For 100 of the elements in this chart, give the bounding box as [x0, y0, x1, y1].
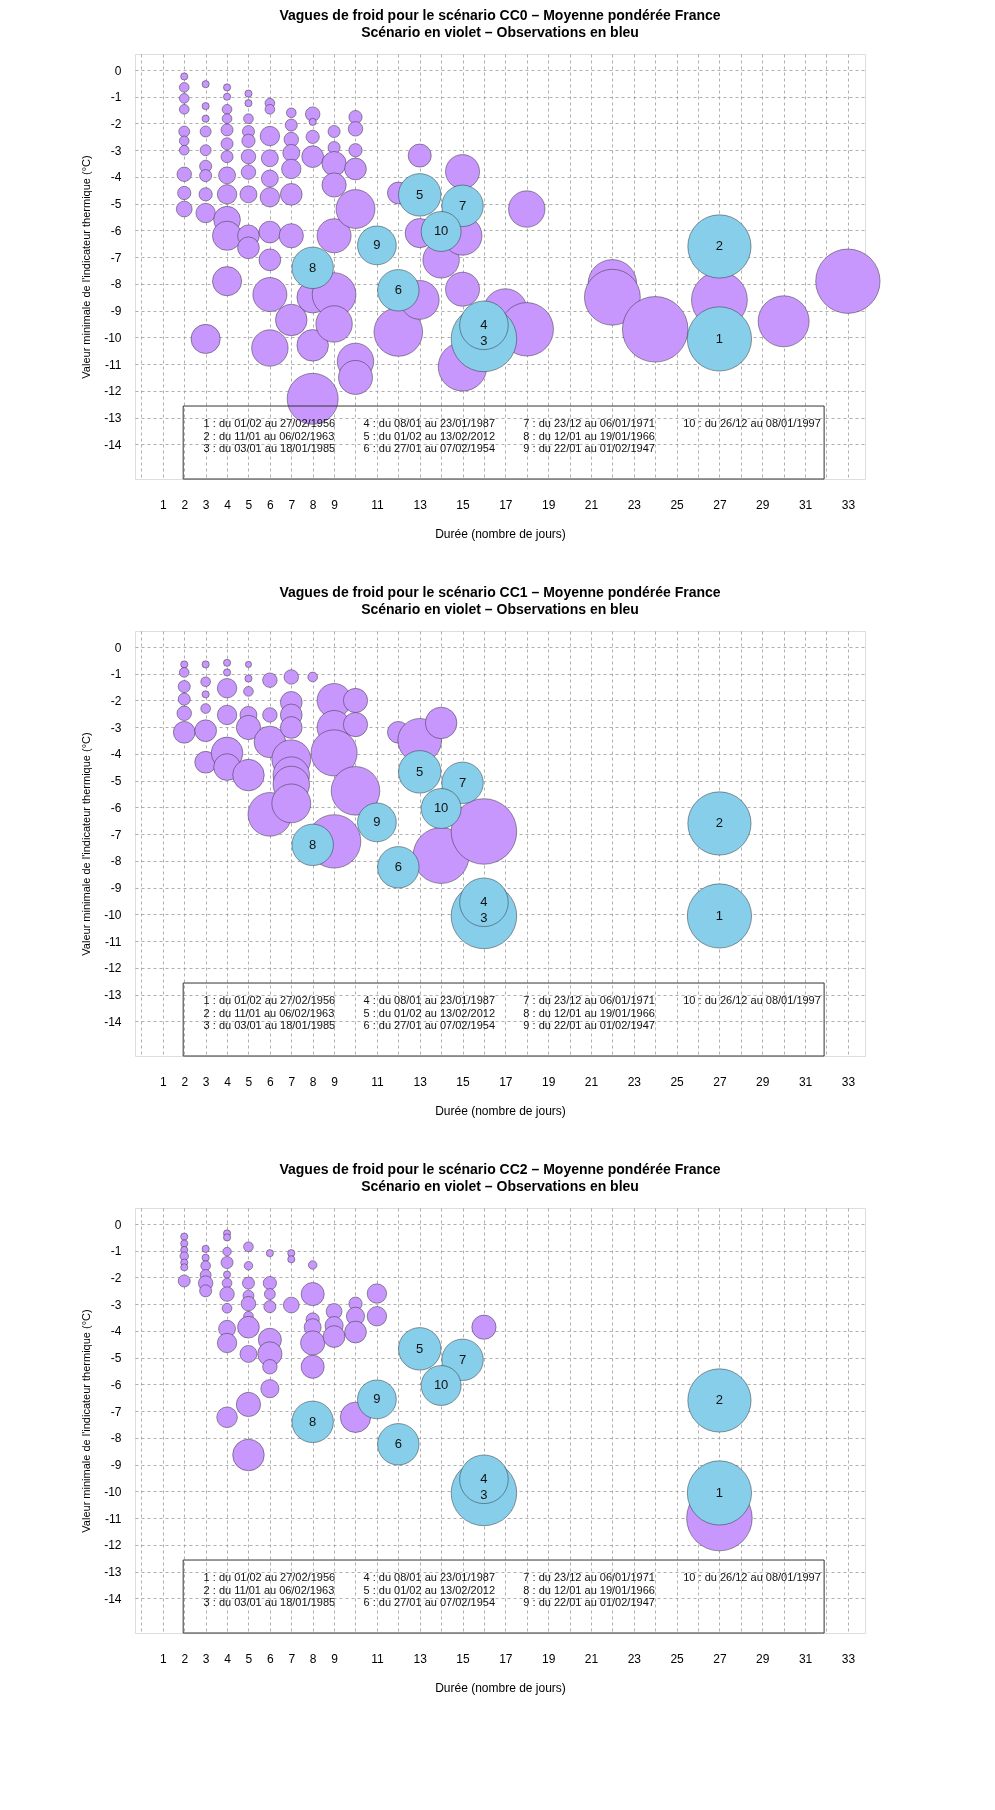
x-tick-label: 5 — [245, 1074, 253, 1089]
chart-title: Vagues de froid pour le scénario CC0 – Moyenne pondérée France — [279, 7, 721, 23]
y-tick-label: 0 — [114, 63, 122, 78]
x-tick-label: 21 — [584, 1074, 599, 1089]
x-tick-label: 11 — [371, 497, 384, 512]
y-tick-label: -4 — [110, 170, 122, 185]
annotation: 9 — [373, 1391, 381, 1407]
x-tick-label: 21 — [584, 1651, 599, 1666]
y-tick-label: -3 — [110, 1297, 122, 1312]
y-axis-title: Valeur minimale de l'indicateur thermique (°C) — [80, 155, 93, 379]
chart-subtitle: Scénario en violet – Observations en bleu — [361, 24, 639, 40]
chart-title: Vagues de froid pour le scénario CC2 – Moyenne pondérée France — [279, 1161, 721, 1177]
annotation: 4 : du 08/01 au 23/01/1987 — [363, 994, 496, 1007]
x-tick-label: 33 — [841, 1074, 856, 1089]
x-tick-label: 19 — [541, 1074, 556, 1089]
y-tick-label: -9 — [110, 881, 122, 896]
chart-title: Vagues de froid pour le scénario CC1 – Moyenne pondérée France — [279, 584, 721, 600]
y-tick-label: -12 — [104, 384, 122, 399]
x-tick-label: 25 — [670, 497, 685, 512]
y-tick-label: -9 — [110, 1458, 122, 1473]
annotation: 10 — [433, 800, 449, 816]
x-tick-label: 3 — [202, 1651, 210, 1666]
x-tick-label: 2 — [181, 1074, 189, 1089]
y-tick-label: -14 — [104, 1591, 122, 1606]
x-tick-label: 9 — [331, 1074, 339, 1089]
annotation: 8 — [309, 1413, 317, 1429]
annotation: 5 — [416, 1340, 424, 1356]
annotation: 8 : du 12/01 au 19/01/1966 — [523, 1583, 655, 1596]
y-tick-label: -2 — [110, 694, 122, 708]
x-tick-label: 8 — [309, 1074, 317, 1089]
x-tick-label: 17 — [499, 1074, 513, 1089]
x-tick-label: 25 — [670, 1651, 685, 1666]
y-tick-label: -4 — [110, 747, 122, 762]
x-tick-label: 3 — [202, 1074, 210, 1089]
x-tick-label: 6 — [267, 497, 275, 512]
annotation: 5 — [416, 763, 424, 779]
x-tick-label: 15 — [456, 497, 471, 512]
annotation: 5 : du 01/02 au 13/02/2012 — [363, 429, 496, 442]
y-tick-label: -12 — [104, 961, 122, 976]
x-tick-label: 31 — [798, 1074, 813, 1089]
annotation: 5 : du 01/02 au 13/02/2012 — [363, 1583, 496, 1596]
x-tick-label: 17 — [499, 1651, 513, 1666]
x-tick-label: 8 — [309, 1651, 317, 1666]
annotation: 3 — [480, 1487, 488, 1503]
y-tick-label: -3 — [110, 720, 122, 735]
y-tick-label: -11 — [105, 357, 122, 372]
x-tick-label: 11 — [371, 1651, 384, 1666]
annotation: 7 — [458, 197, 467, 213]
chart-subtitle: Scénario en violet – Observations en bleu — [361, 1178, 639, 1194]
annotation: 8 — [309, 259, 317, 275]
y-tick-label: 0 — [114, 1217, 122, 1232]
annotation: 2 : du 11/01 au 06/02/1963 — [203, 1583, 335, 1596]
annotation: 6 — [394, 859, 402, 875]
y-tick-label: -3 — [110, 143, 122, 158]
x-tick-label: 9 — [331, 1651, 339, 1666]
annotation: 3 — [480, 333, 488, 349]
annotation: 4 : du 08/01 au 23/01/1987 — [363, 417, 496, 430]
y-tick-label: -13 — [104, 988, 122, 1003]
x-tick-label: 4 — [224, 497, 232, 512]
annotation: 6 : du 27/01 au 07/02/1954 — [363, 1019, 496, 1032]
annotation: 1 : du 01/02 au 27/02/1956 — [203, 994, 336, 1007]
annotation: 7 : du 23/12 au 06/01/1971 — [523, 1571, 655, 1584]
annotation: 6 — [394, 282, 402, 298]
y-tick-label: -10 — [104, 330, 122, 345]
annotation: 6 — [394, 1436, 402, 1452]
y-tick-label: -13 — [104, 1565, 122, 1580]
y-tick-label: -1 — [110, 90, 122, 105]
annotation: 2 : du 11/01 au 06/02/1963 — [203, 429, 335, 442]
annotation: 10 : du 26/12 au 08/01/1997 — [683, 417, 821, 430]
annotation: 8 : du 12/01 au 19/01/1966 — [523, 1006, 655, 1019]
x-tick-label: 29 — [756, 497, 770, 512]
x-tick-label: 8 — [309, 497, 317, 512]
x-tick-label: 1 — [159, 1651, 167, 1666]
x-tick-label: 23 — [627, 1074, 642, 1089]
x-tick-label: 5 — [245, 1651, 253, 1666]
y-tick-label: -4 — [110, 1324, 122, 1339]
annotation: 1 : du 01/02 au 27/02/1956 — [203, 417, 336, 430]
x-tick-label: 19 — [541, 1651, 556, 1666]
annotation: 7 : du 23/12 au 06/01/1971 — [523, 417, 655, 430]
annotation: 1 — [715, 1484, 724, 1500]
y-tick-label: -5 — [110, 1351, 122, 1366]
annotation: 1 — [715, 907, 724, 923]
x-tick-label: 21 — [584, 497, 599, 512]
annotation: 7 — [458, 774, 467, 790]
annotation: 2 : du 11/01 au 06/02/1963 — [203, 1006, 335, 1019]
annotation: 5 : du 01/02 au 13/02/2012 — [363, 1006, 496, 1019]
y-tick-label: -5 — [110, 774, 122, 789]
x-tick-label: 17 — [499, 497, 513, 512]
annotation: 10 : du 26/12 au 08/01/1997 — [683, 994, 821, 1007]
y-tick-label: -9 — [110, 304, 122, 319]
y-tick-label: -5 — [110, 197, 122, 212]
x-tick-label: 7 — [288, 497, 296, 512]
x-tick-label: 2 — [181, 497, 189, 512]
annotation: 9 : du 22/01 au 01/02/1947 — [523, 442, 655, 455]
y-tick-label: -11 — [105, 1511, 122, 1526]
y-tick-label: -6 — [110, 800, 122, 815]
annotation: 3 : du 03/01 au 18/01/1985 — [203, 1596, 336, 1609]
x-tick-label: 15 — [456, 1651, 471, 1666]
x-tick-label: 2 — [181, 1651, 189, 1666]
annotation: 10 — [433, 1377, 449, 1393]
